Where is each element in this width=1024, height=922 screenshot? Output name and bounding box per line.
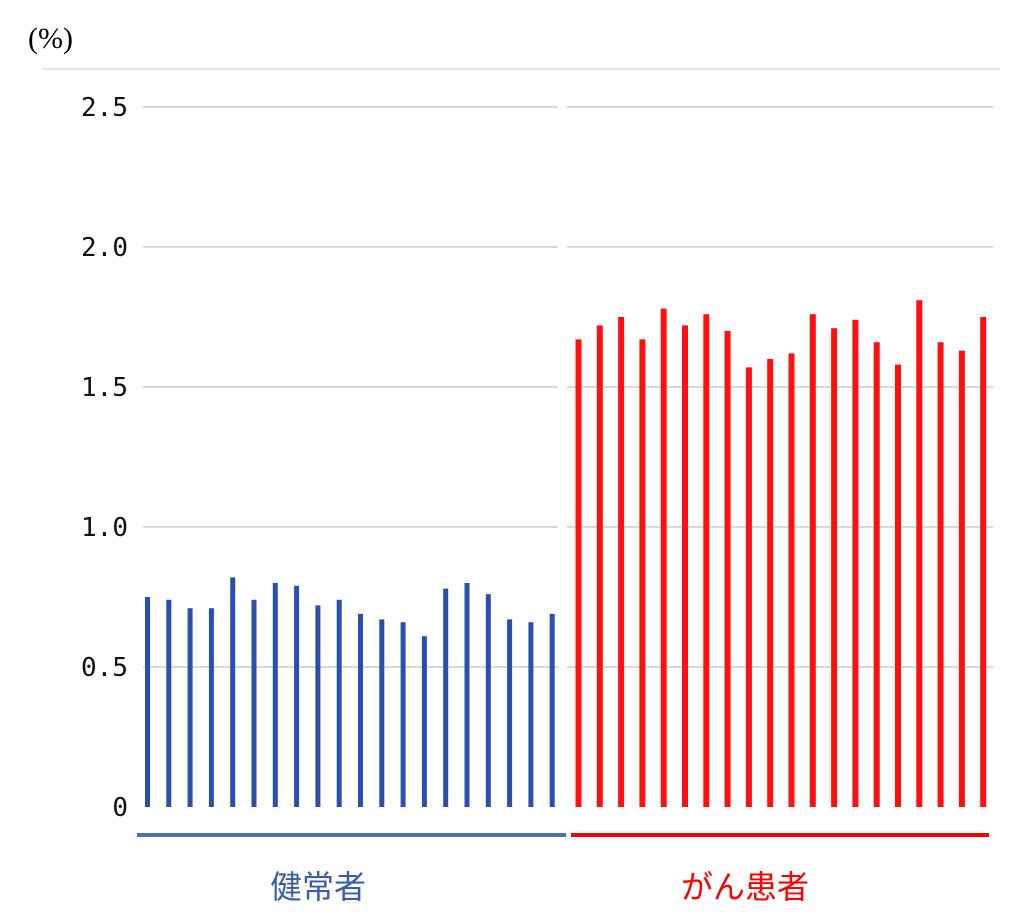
group-labels: 健常者 がん患者: [137, 833, 989, 906]
bar-cancer-18: [937, 342, 944, 807]
bar-healthy-12: [379, 619, 385, 807]
bar-cancer-3: [618, 317, 625, 807]
bar-cancer-9: [745, 367, 752, 807]
bar-cancer-12: [809, 314, 816, 807]
bar-healthy-19: [528, 622, 534, 807]
bar-healthy-2: [166, 599, 172, 807]
bar-healthy-9: [315, 605, 321, 807]
group-label-1: がん患者: [681, 868, 809, 906]
bar-cancer-11: [788, 353, 795, 807]
bar-healthy-16: [464, 583, 470, 807]
bar-cancer-15: [873, 342, 880, 807]
bar-cancer-2: [596, 325, 603, 807]
y-tick-label: 2.5: [81, 93, 128, 123]
bar-cancer-4: [639, 339, 646, 807]
bar-healthy-4: [208, 608, 214, 807]
bar-cancer-5: [660, 308, 667, 807]
bar-cancer-14: [852, 319, 859, 807]
bar-healthy-1: [145, 597, 150, 807]
bar-cancer-16: [895, 364, 901, 807]
bar-healthy-17: [485, 594, 491, 807]
bar-healthy-20: [549, 613, 555, 807]
bar-healthy-7: [272, 583, 278, 807]
bars: [145, 300, 987, 807]
y-tick-label: 1.5: [81, 373, 128, 403]
bar-cancer-17: [916, 300, 923, 807]
bar-cancer-1: [575, 339, 582, 807]
bar-healthy-14: [421, 636, 427, 807]
y-tick-label: 2.0: [81, 233, 128, 263]
bar-healthy-6: [251, 599, 257, 807]
bar-healthy-15: [443, 588, 449, 807]
bar-cancer-13: [831, 328, 838, 807]
bar-cancer-8: [724, 331, 731, 807]
y-tick-label: 0: [112, 793, 128, 823]
bar-healthy-11: [358, 613, 363, 807]
y-tick-label: 1.0: [81, 513, 128, 543]
y-axis-tick-labels: 0 0.5 1.0 1.5 2.0 2.5: [81, 93, 128, 823]
bar-cancer-10: [767, 359, 774, 807]
y-tick-label: 0.5: [81, 653, 128, 683]
bar-healthy-18: [507, 619, 513, 807]
group-label-0: 健常者: [270, 868, 366, 906]
bar-cancer-19: [958, 350, 965, 807]
bar-healthy-5: [230, 577, 236, 807]
bar-cancer-7: [703, 314, 710, 807]
y-unit-label: (%): [28, 22, 73, 55]
bar-healthy-3: [187, 608, 193, 807]
bar-healthy-10: [336, 599, 342, 807]
bar-healthy-13: [400, 622, 406, 807]
bar-cancer-20: [980, 317, 987, 807]
bar-healthy-8: [294, 585, 300, 807]
gridlines: [143, 106, 993, 668]
bar-cancer-6: [682, 325, 688, 807]
